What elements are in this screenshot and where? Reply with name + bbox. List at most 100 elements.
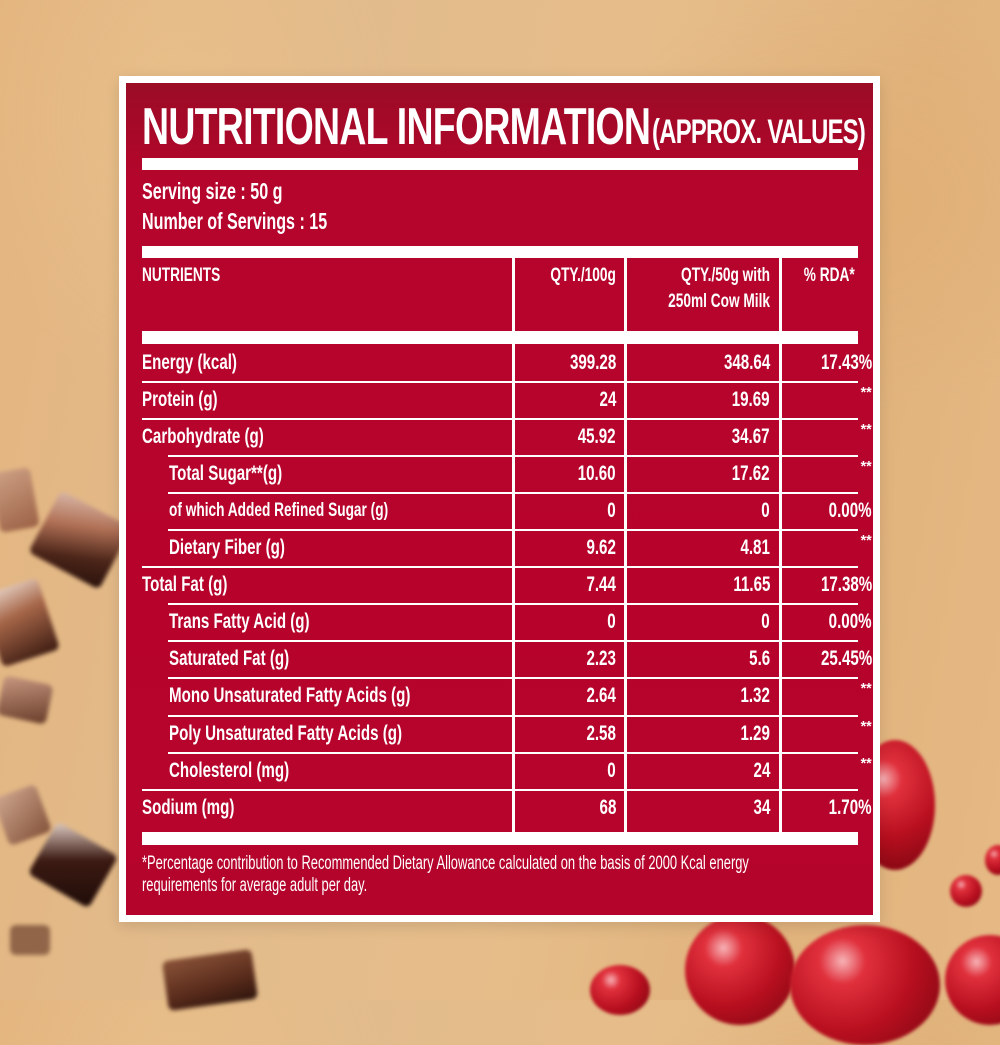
qty-50g-milk-value: 0	[761, 610, 770, 633]
title-main: NUTRITIONAL INFORMATION	[142, 98, 651, 156]
panel-title: NUTRITIONAL INFORMATION (APPROX. VALUES)	[142, 95, 866, 159]
column-divider	[512, 344, 515, 832]
header-qty-100g: QTY./100g	[550, 265, 616, 286]
divider-bar	[142, 832, 858, 845]
rda-value: 0.00%	[829, 499, 872, 522]
qty-100g-value: 399.28	[569, 351, 616, 374]
nutrient-label: Protein (g)	[142, 388, 218, 411]
rda-value: 25.45%	[820, 647, 872, 670]
table-row: Dietary Fiber (g) 9.62 4.81 **	[142, 530, 872, 566]
row-divider	[168, 752, 858, 754]
qty-50g-milk-value: 4.81	[740, 536, 770, 559]
chocolate-chunk-image	[28, 490, 132, 590]
row-divider	[142, 381, 858, 383]
column-divider	[779, 344, 782, 832]
rda-value: **	[860, 532, 872, 549]
chocolate-chunk-image	[0, 466, 40, 534]
table-row: Cholesterol (mg) 0 24 **	[142, 753, 872, 789]
nutrient-label: Saturated Fat (g)	[169, 647, 290, 670]
row-divider	[142, 418, 858, 420]
rda-value: **	[860, 458, 872, 475]
row-divider	[168, 603, 858, 605]
nutrient-label: Dietary Fiber (g)	[169, 536, 285, 559]
qty-50g-milk-value: 34	[753, 796, 770, 819]
nutrient-label: Carbohydrate (g)	[142, 425, 264, 448]
column-divider	[512, 258, 515, 331]
rda-value: **	[860, 384, 872, 401]
qty-100g-value: 0	[607, 499, 616, 522]
table-row: Sodium (mg) 68 34 1.70%	[142, 790, 872, 826]
row-divider	[168, 640, 858, 642]
column-divider	[624, 258, 627, 331]
qty-100g-value: 45.92	[578, 425, 616, 448]
column-divider	[779, 258, 782, 331]
rda-value: 1.70%	[829, 796, 872, 819]
qty-50g-milk-value: 24	[753, 759, 770, 782]
qty-100g-value: 2.58	[586, 722, 616, 745]
table-row: Carbohydrate (g) 45.92 34.67 **	[142, 419, 872, 455]
nutrient-label: Total Fat (g)	[142, 573, 228, 596]
nutrient-label: Trans Fatty Acid (g)	[169, 610, 310, 633]
rda-value: **	[860, 680, 872, 697]
qty-50g-milk-value: 0	[761, 499, 770, 522]
chocolate-chunk-image	[0, 783, 53, 847]
chocolate-chunk-image	[0, 577, 61, 668]
row-divider	[142, 566, 858, 568]
rda-footnote: *Percentage contribution to Recommended …	[142, 853, 749, 896]
header-qty-50g-milk: QTY./50g with 250ml Cow Milk	[668, 265, 770, 312]
nutrient-label: Total Sugar**(g)	[169, 462, 283, 485]
qty-100g-value: 24	[599, 388, 616, 411]
nutrition-panel: NUTRITIONAL INFORMATION (APPROX. VALUES)…	[119, 76, 880, 922]
rda-value: **	[860, 755, 872, 772]
rda-value: 17.43%	[820, 351, 872, 374]
chocolate-chunk-image	[0, 675, 54, 725]
qty-100g-value: 0	[607, 759, 616, 782]
qty-50g-milk-value: 34.67	[732, 425, 770, 448]
table-row: Protein (g) 24 19.69 **	[142, 382, 872, 418]
rda-value: **	[860, 718, 872, 735]
table-row: Trans Fatty Acid (g) 0 0 0.00%	[142, 604, 872, 640]
qty-50g-milk-value: 5.6	[748, 647, 770, 670]
row-divider	[168, 715, 858, 717]
qty-100g-value: 10.60	[578, 462, 616, 485]
number-of-servings: Number of Servings : 15	[142, 208, 328, 234]
nutrient-label: Cholesterol (mg)	[169, 759, 290, 782]
header-rda: % RDA*	[804, 265, 855, 286]
cranberry-image	[950, 875, 982, 907]
title-suffix: (APPROX. VALUES)	[652, 113, 866, 151]
qty-100g-value: 0	[607, 610, 616, 633]
table-row: Total Fat (g) 7.44 11.65 17.38%	[142, 567, 872, 603]
cranberry-image	[590, 965, 650, 1015]
qty-100g-value: 9.62	[586, 536, 616, 559]
chocolate-chunk-image	[10, 925, 50, 955]
row-divider	[168, 677, 858, 679]
cranberry-image	[685, 915, 795, 1025]
table-row: Poly Unsaturated Fatty Acids (g) 2.58 1.…	[142, 716, 872, 752]
table-row: Saturated Fat (g) 2.23 5.6 25.45%	[142, 641, 872, 677]
divider-bar	[142, 246, 858, 258]
qty-50g-milk-value: 1.29	[740, 722, 770, 745]
column-divider	[624, 344, 627, 832]
rda-value: **	[860, 421, 872, 438]
divider-bar	[142, 158, 858, 170]
table-row: Mono Unsaturated Fatty Acids (g) 2.64 1.…	[142, 678, 872, 714]
nutrient-label: Mono Unsaturated Fatty Acids (g)	[169, 684, 411, 707]
qty-50g-milk-value: 19.69	[732, 388, 770, 411]
rda-value: 17.38%	[820, 573, 872, 596]
qty-50g-milk-value: 348.64	[723, 351, 770, 374]
nutrient-label: Sodium (mg)	[142, 796, 235, 819]
qty-50g-milk-value: 11.65	[732, 573, 770, 596]
nutrient-label: of which Added Refined Sugar (g)	[169, 500, 389, 521]
row-divider	[168, 455, 858, 457]
nutrient-label: Energy (kcal)	[142, 351, 237, 374]
serving-size: Serving size : 50 g	[142, 178, 283, 204]
cranberry-image	[985, 845, 1000, 875]
table-row: Energy (kcal) 399.28 348.64 17.43%	[142, 345, 872, 381]
qty-100g-value: 2.64	[586, 684, 616, 707]
table-row: of which Added Refined Sugar (g) 0 0 0.0…	[142, 493, 872, 529]
qty-100g-value: 68	[599, 796, 616, 819]
chocolate-chunk-image	[161, 948, 259, 1012]
row-divider	[168, 529, 858, 531]
qty-100g-value: 2.23	[586, 647, 616, 670]
nutrition-panel-body: NUTRITIONAL INFORMATION (APPROX. VALUES)…	[126, 83, 873, 915]
